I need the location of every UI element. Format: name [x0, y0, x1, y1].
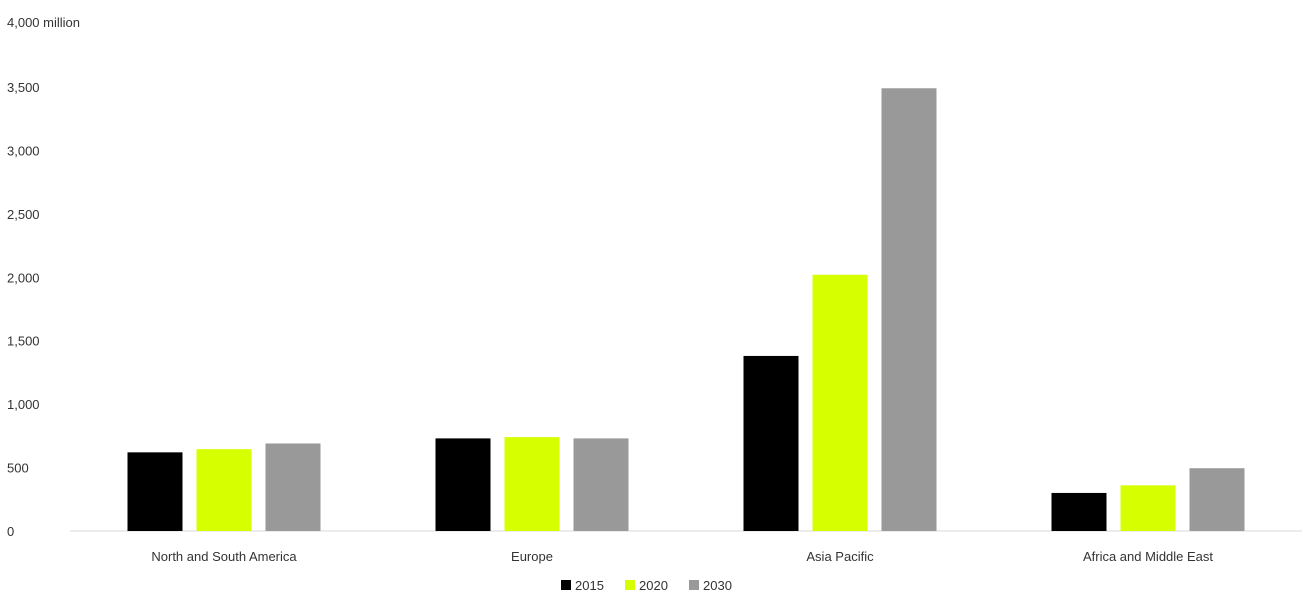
x-category-label: Europe [511, 549, 553, 564]
bar-2030 [265, 443, 321, 531]
bar-2020 [1120, 485, 1176, 531]
bar-group [127, 443, 321, 531]
bar-2020 [504, 437, 560, 531]
bar-2015 [743, 355, 799, 531]
bar-2020 [812, 274, 868, 531]
y-axis-unit-label: 4,000 million [7, 15, 80, 30]
legend-swatch [689, 580, 699, 590]
bar-2015 [435, 438, 491, 531]
legend-label: 2020 [639, 578, 668, 593]
legend-label: 2030 [703, 578, 732, 593]
bar-2030 [573, 438, 629, 531]
bar-groups [127, 88, 1245, 532]
bar-group [1051, 468, 1245, 531]
y-axis-ticks: 0 500 1,000 1,500 2,000 2,500 3,000 3,500 [7, 80, 40, 539]
legend-item-2020: 2020 [625, 578, 668, 593]
legend-label: 2015 [575, 578, 604, 593]
y-tick-label: 500 [7, 461, 29, 476]
x-category-label: Asia Pacific [806, 549, 874, 564]
x-category-label: North and South America [151, 549, 297, 564]
legend-item-2015: 2015 [561, 578, 604, 593]
y-tick-label: 1,500 [7, 334, 40, 349]
y-tick-label: 2,500 [7, 207, 40, 222]
legend-swatch [561, 580, 571, 590]
bar-group [435, 437, 629, 531]
legend-item-2030: 2030 [689, 578, 732, 593]
bar-2015 [1051, 492, 1107, 531]
x-category-label: Africa and Middle East [1083, 549, 1213, 564]
legend: 2015 2020 2030 [561, 578, 732, 593]
legend-swatch [625, 580, 635, 590]
y-tick-label: 1,000 [7, 397, 40, 412]
bar-2030 [881, 88, 937, 532]
y-tick-label: 3,500 [7, 80, 40, 95]
bar-2020 [196, 449, 252, 531]
x-axis-category-labels: North and South America Europe Asia Pacifi… [151, 549, 1213, 564]
bar-2030 [1189, 468, 1245, 531]
y-tick-label: 0 [7, 524, 14, 539]
y-tick-label: 3,000 [7, 143, 40, 158]
y-tick-label: 2,000 [7, 270, 40, 285]
bar-group [743, 88, 937, 532]
bar-2015 [127, 452, 183, 531]
